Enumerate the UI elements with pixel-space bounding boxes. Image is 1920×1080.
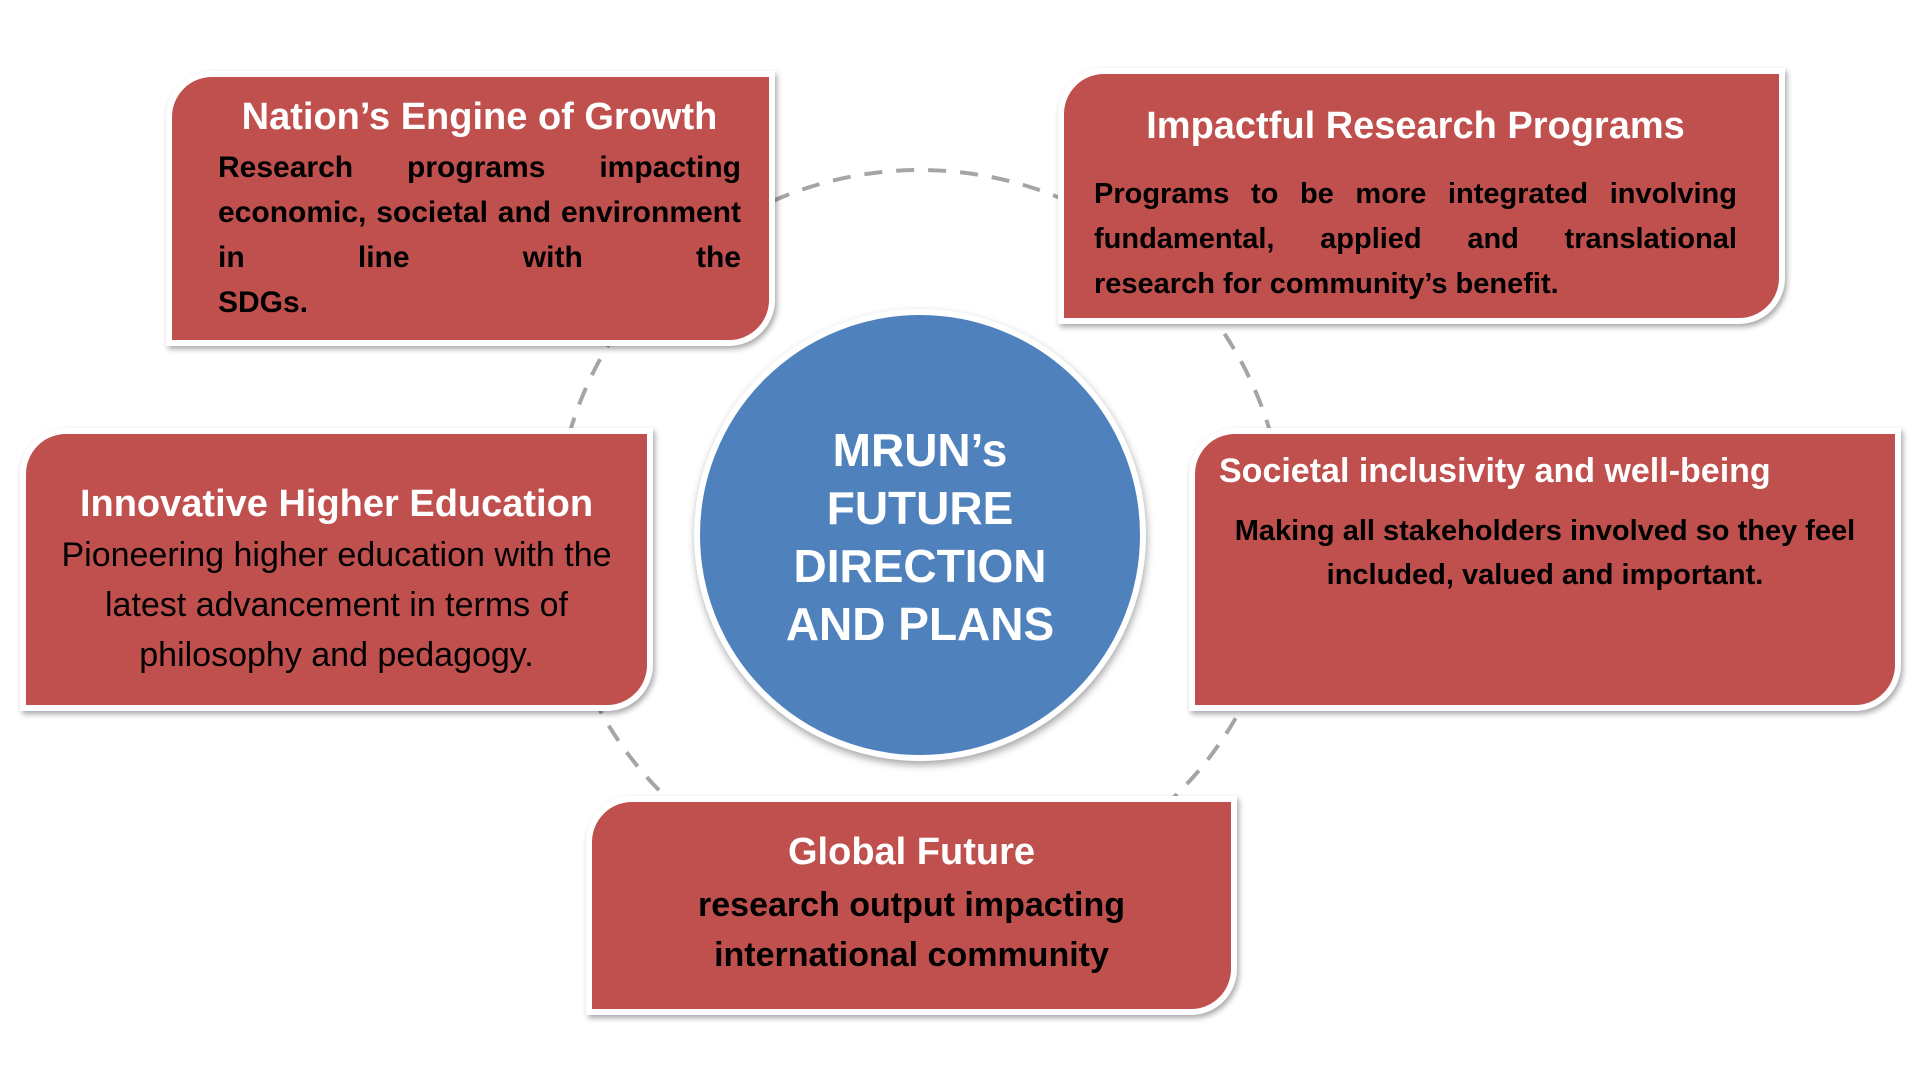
- card-description: research output impacting international …: [698, 886, 1125, 974]
- card-title: Global Future: [788, 831, 1035, 873]
- card-title: Innovative Higher Education: [79, 483, 594, 525]
- card-societal-inclusivity: Societal inclusivity and well-being Maki…: [1189, 428, 1901, 711]
- card-title: Societal inclusivity and well-being: [1219, 452, 1771, 490]
- card-description-text: Programs to be more integrated involving…: [1094, 178, 1737, 255]
- card-innovative-higher-education: Innovative Higher Education Pioneering h…: [20, 428, 653, 711]
- card-description: Research programs impacting economic, so…: [218, 145, 741, 325]
- card-impactful-research-programs: Impactful Research Programs Programs to …: [1058, 68, 1785, 324]
- card-nations-engine-of-growth: Nation’s Engine of Growth Research progr…: [166, 71, 775, 346]
- center-title: MRUN’s FUTURE DIRECTION AND PLANS: [785, 424, 1055, 650]
- center-circle: MRUN’s FUTURE DIRECTION AND PLANS: [694, 309, 1146, 761]
- card-description: Making all stakeholders involved so they…: [1234, 515, 1856, 591]
- card-title: Impactful Research Programs: [1146, 105, 1685, 147]
- card-global-future: Global Future research output impacting …: [586, 796, 1237, 1015]
- card-description-text: Research programs impacting economic, so…: [218, 151, 741, 274]
- card-description: Programs to be more integrated involving…: [1094, 172, 1737, 307]
- card-title: Nation’s Engine of Growth: [241, 96, 718, 138]
- card-description-last-line: SDGs.: [218, 286, 309, 319]
- card-description: Pioneering higher education with the lat…: [61, 536, 612, 674]
- card-description-last-line: research for community’s benefit.: [1094, 268, 1559, 300]
